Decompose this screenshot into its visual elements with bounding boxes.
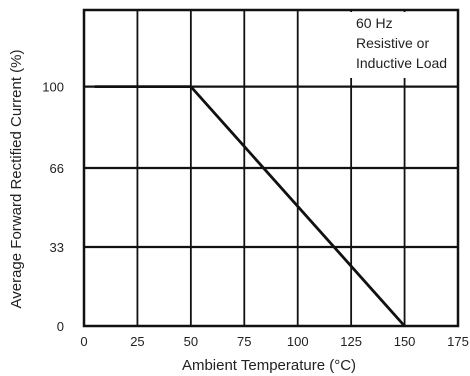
derating-curve-line	[94, 85, 406, 327]
y-tick-label: 33	[50, 240, 64, 255]
y-tick-label: 66	[50, 161, 64, 176]
y-axis-title: Average Forward Rectified Current (%)	[8, 50, 25, 309]
annotation-line-1: 60 Hz	[356, 15, 393, 31]
x-tick-label: 50	[184, 334, 198, 349]
x-tick-label: 100	[287, 334, 309, 349]
annotation-box	[349, 12, 456, 78]
x-tick-label: 150	[394, 334, 416, 349]
y-tick-label: 100	[42, 80, 64, 95]
x-tick-labels: 0 25 50 75 100 125 150 175	[80, 334, 468, 349]
plot-frame	[82, 8, 460, 328]
x-tick-label: 0	[80, 334, 87, 349]
x-tick-label: 175	[447, 334, 469, 349]
x-tick-label: 125	[340, 334, 362, 349]
x-tick-label: 25	[130, 334, 144, 349]
y-tick-labels: 0 33 66 100	[42, 80, 64, 334]
annotation-line-2: Resistive or	[356, 35, 429, 51]
annotation-line-3: Inductive Load	[356, 55, 447, 71]
x-tick-label: 75	[237, 334, 251, 349]
y-tick-label: 0	[57, 319, 64, 334]
series-layer	[94, 85, 406, 327]
x-axis-title: Ambient Temperature (°C)	[182, 357, 356, 374]
